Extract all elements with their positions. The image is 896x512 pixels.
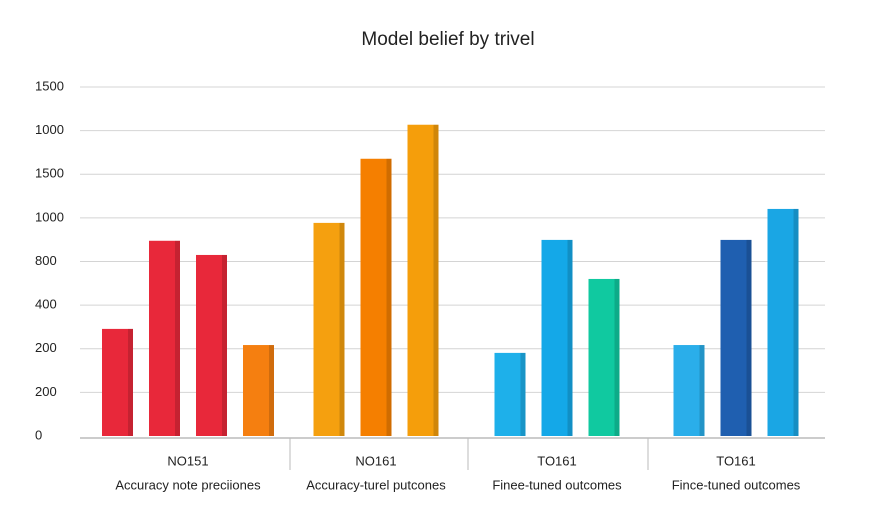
x-tick-label: NO151 [167,453,208,468]
bar [243,345,274,436]
x-tick-label: TO161 [537,453,577,468]
bar [407,124,439,436]
bar [196,254,227,436]
bar-side [746,239,752,436]
x-tick-description: Accuracy-turel putcones [306,477,446,492]
bar-side [386,158,392,436]
y-tick-label: 1000 [35,209,64,224]
bar-side [269,345,274,436]
y-tick-label: 0 [35,427,42,442]
y-tick-label: 200 [35,384,57,399]
x-tick-label: NO161 [355,453,396,468]
bar [720,239,752,436]
y-tick-label: 800 [35,253,57,268]
bar-side [222,254,227,436]
y-tick-label: 400 [35,297,57,312]
x-tick-description: Fince-tuned outcomes [672,477,801,492]
bar-side [128,328,133,436]
x-tick-description: Finee-tuned outcomes [492,477,622,492]
bar-side [433,124,439,436]
bar-side [175,240,180,436]
bar [588,278,620,436]
bar [102,328,133,436]
bar [360,158,392,436]
y-tick-label: 200 [35,340,57,355]
y-tick-label: 1000 [35,122,64,137]
bar-side [520,352,526,436]
x-tick-label: TO161 [716,453,756,468]
bar [541,239,573,436]
y-tick-label: 1500 [35,166,64,181]
bar-side [339,222,345,436]
y-tick-label: 1500 [35,78,64,93]
chart-title: Model belief by trivel [361,29,534,50]
bar [767,208,799,436]
bar-side [614,278,620,436]
bar [313,222,345,436]
bar-side [793,208,799,436]
bar-side [567,239,573,436]
bar-side [699,345,705,436]
bar [494,352,526,436]
bar [149,240,180,436]
bar [673,345,705,436]
x-tick-description: Accuracy note preciiones [115,477,261,492]
